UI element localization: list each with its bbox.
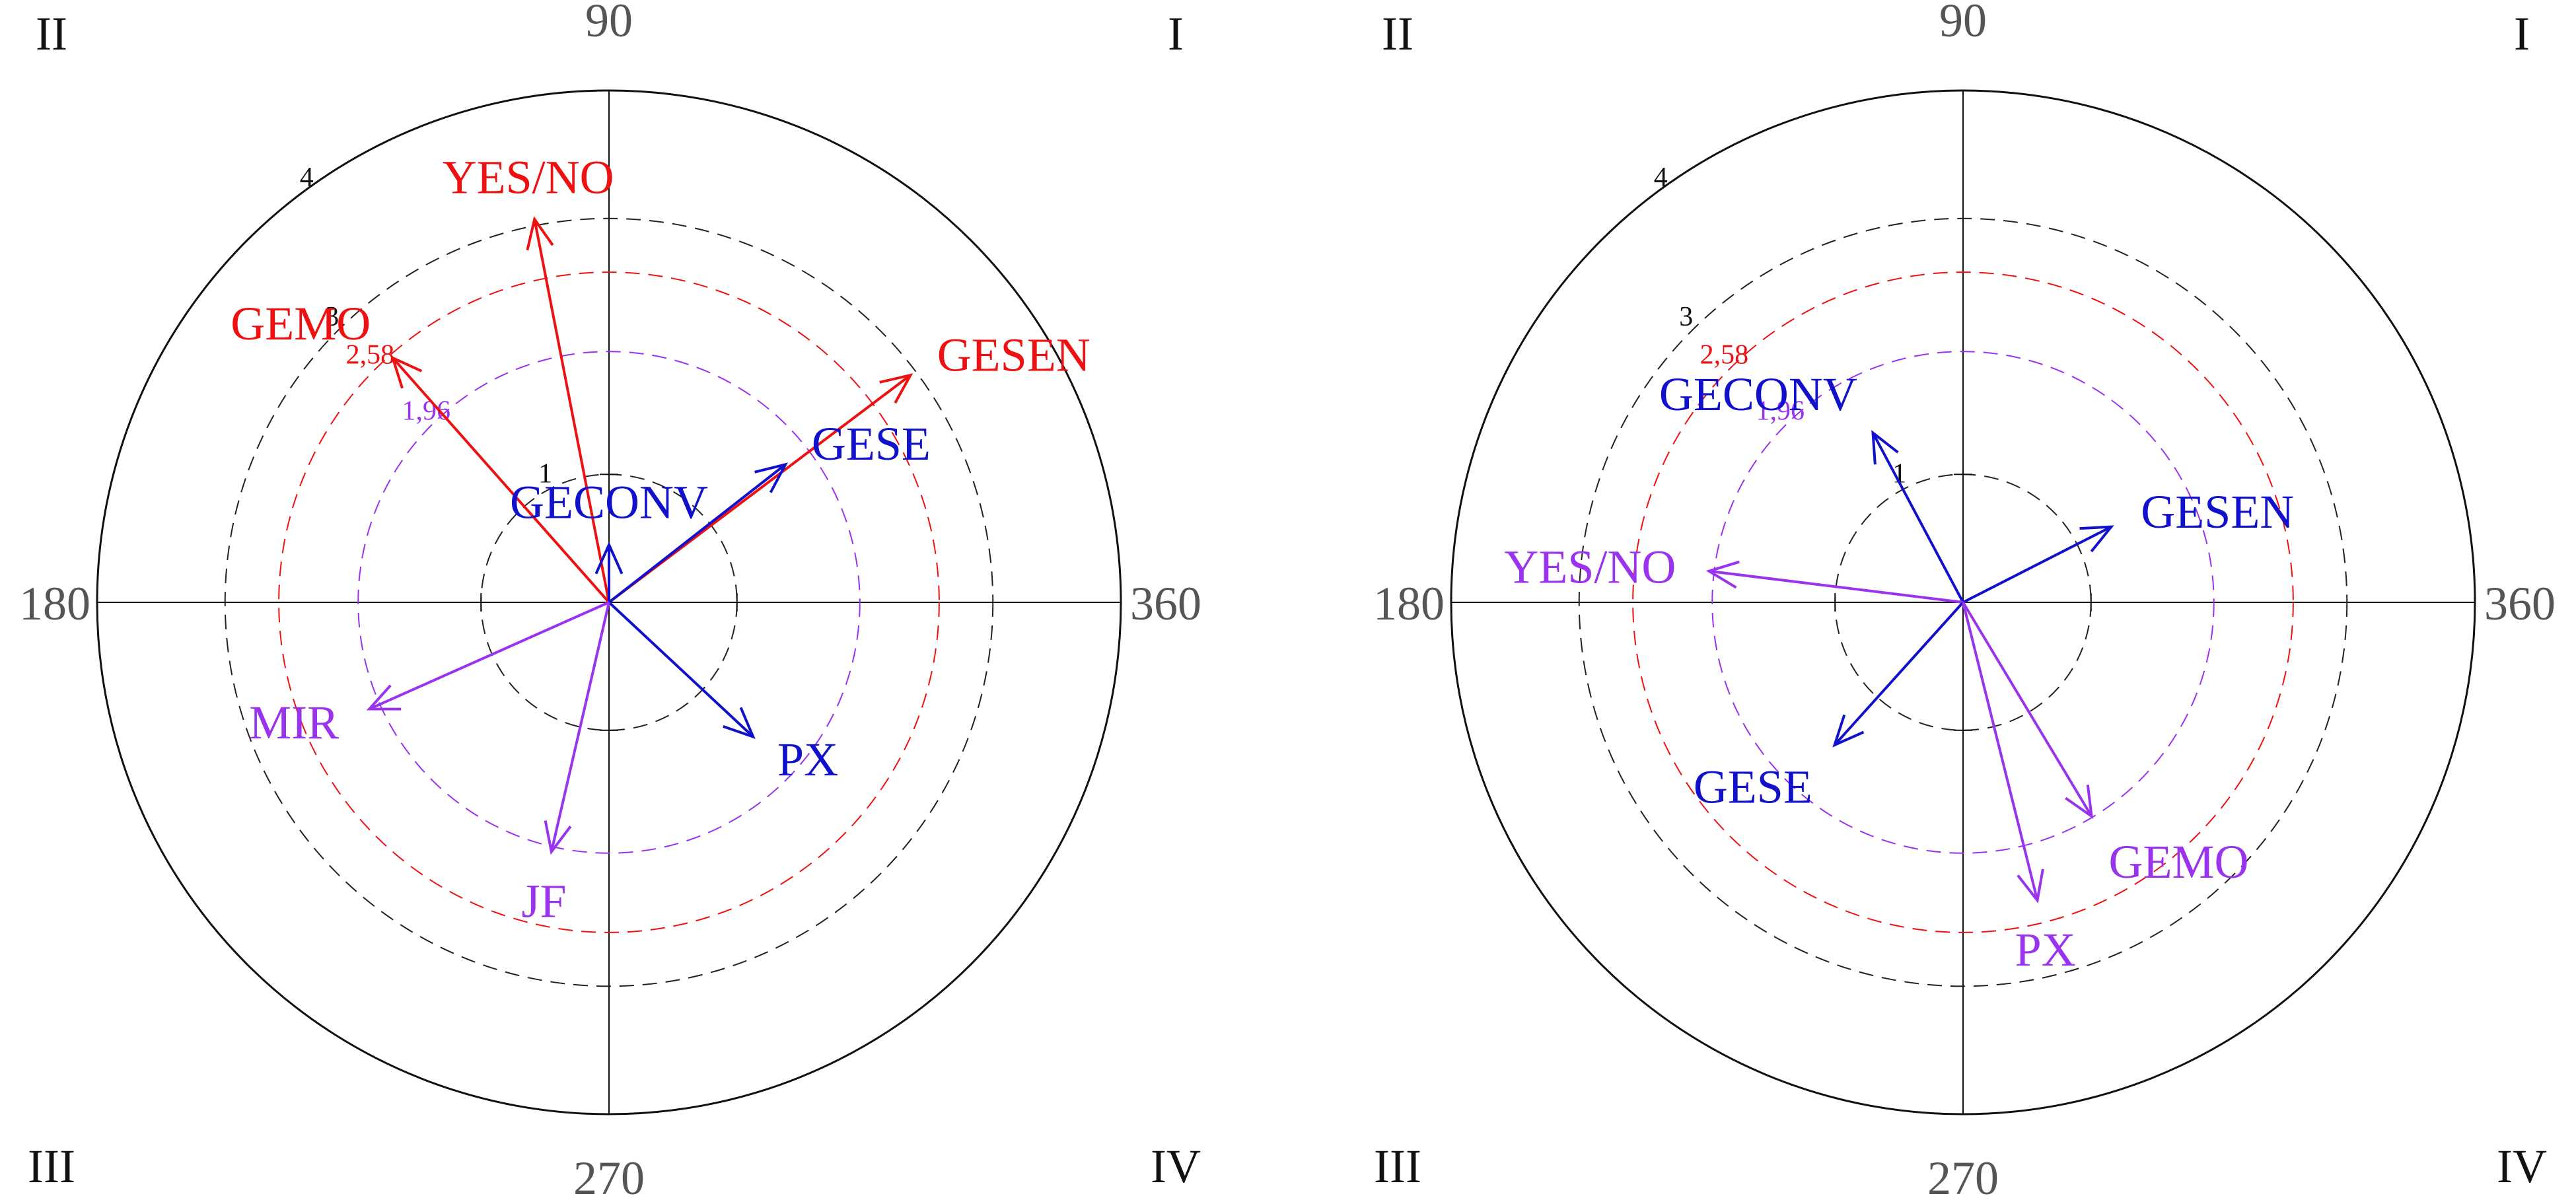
- vector-px: PX: [1962, 602, 2076, 976]
- quadrant-label-iv: IV: [2497, 1140, 2547, 1193]
- ring-2-58: [1632, 271, 2294, 933]
- ring-4: [1450, 89, 2476, 1115]
- ring-label: 1: [1892, 459, 1906, 489]
- angle-label-90: 90: [585, 0, 633, 47]
- quadrant-label-iii: III: [1374, 1140, 1421, 1193]
- ring-label: 2,58: [346, 339, 395, 370]
- vector-label: GESEN: [937, 329, 1091, 382]
- quadrant-label-i: I: [1168, 7, 1184, 60]
- ring-3: [224, 217, 994, 987]
- ring-label: 1,96: [1756, 396, 1805, 426]
- vector-label: GECONV: [510, 476, 708, 528]
- ring-label: 1: [538, 459, 552, 489]
- quadrant-label-iv: IV: [1151, 1140, 1201, 1193]
- vector-label: MIR: [249, 696, 339, 749]
- vector-mir: MIR: [249, 601, 610, 749]
- ring-label: 2,58: [1700, 339, 1749, 370]
- vector-jf: JF: [521, 602, 610, 928]
- vector-px: PX: [608, 601, 838, 786]
- vector-gese: GESE: [608, 417, 931, 604]
- ring-label: 4: [300, 162, 314, 193]
- quadrant-label-ii: II: [1382, 7, 1413, 60]
- angle-label-180: 180: [1373, 577, 1445, 630]
- ring-2-58: [278, 271, 940, 933]
- angle-label-90: 90: [1939, 0, 1987, 47]
- vector-label: YES/NO: [443, 151, 614, 203]
- ring-4: [96, 89, 1122, 1115]
- vector-label: GEMO: [231, 297, 371, 350]
- vector-geconv: GECONV: [1659, 368, 1964, 603]
- vector-label: PX: [2015, 923, 2076, 976]
- vector-label: GECONV: [1659, 368, 1857, 421]
- vector-gesen: GESEN: [1962, 485, 2294, 604]
- angle-label-180: 180: [19, 577, 90, 630]
- angle-label-270: 270: [1927, 1152, 1999, 1201]
- ring-label: 3: [325, 302, 339, 332]
- vector-label: JF: [521, 875, 566, 928]
- vector-label: GESE: [812, 417, 931, 470]
- ring-label: 4: [1654, 162, 1668, 193]
- ring-3: [1578, 217, 2348, 987]
- ring-label: 3: [1679, 302, 1693, 332]
- vector-gese: GESE: [1694, 601, 1964, 813]
- vector-geconv: GECONV: [510, 476, 708, 602]
- vector-gemo: GEMO: [231, 297, 610, 604]
- ring-1-96: [357, 351, 861, 854]
- vector-label: GESEN: [2141, 485, 2294, 538]
- vector-label: GESE: [1694, 760, 1812, 813]
- vector-label: GEMO: [2109, 835, 2249, 888]
- quadrant-label-iii: III: [28, 1140, 75, 1193]
- angle-label-360: 360: [2484, 577, 2556, 630]
- ring-label: 1,96: [402, 396, 451, 426]
- vector-gemo: GEMO: [1962, 601, 2249, 888]
- quadrant-label-ii: II: [36, 7, 67, 60]
- quadrant-label-i: I: [2514, 7, 2530, 60]
- vector-label: PX: [777, 733, 838, 786]
- angle-label-270: 270: [573, 1152, 645, 1201]
- vector-yes-no: YES/NO: [443, 151, 614, 603]
- ring-1-96: [1711, 351, 2215, 854]
- vector-yes-no: YES/NO: [1504, 541, 1964, 604]
- vector-label: YES/NO: [1504, 541, 1676, 594]
- angle-label-360: 360: [1130, 577, 1201, 630]
